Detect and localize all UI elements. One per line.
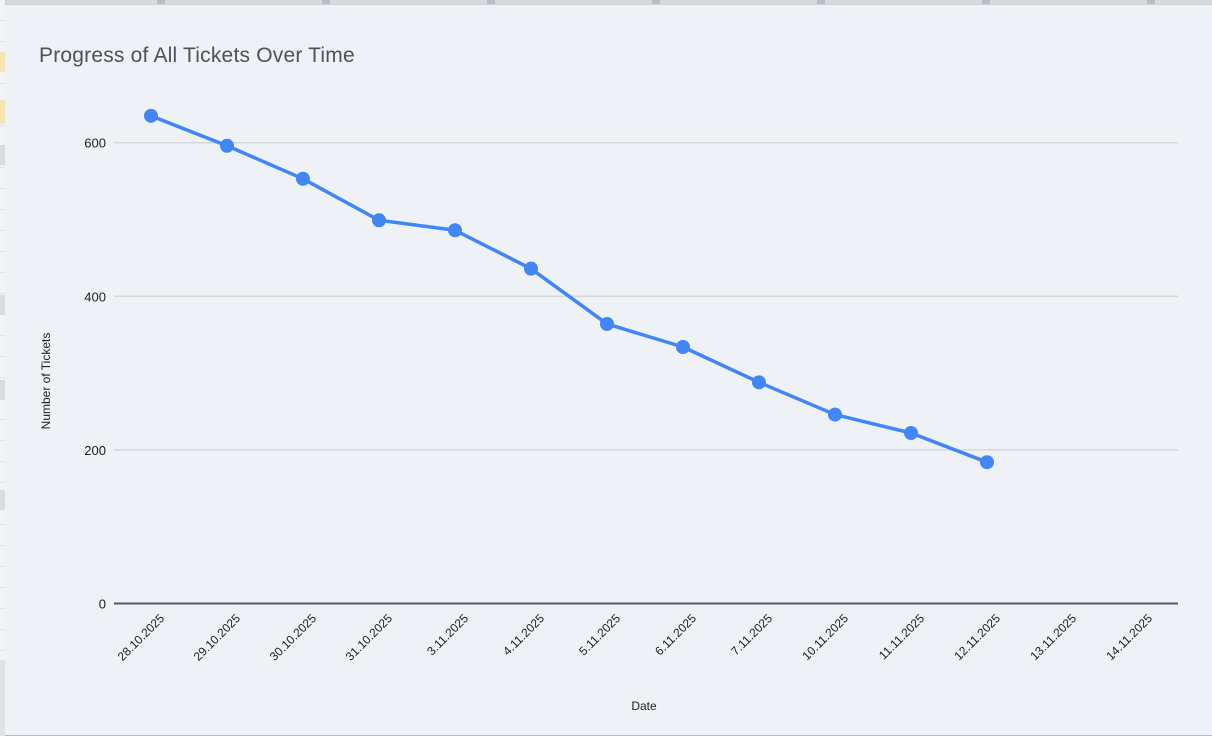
x-tick-label: 13.11.2025 — [1027, 611, 1079, 663]
data-point[interactable] — [676, 339, 690, 354]
x-tick-label: 28.10.2025 — [115, 611, 168, 664]
sheet-cell — [0, 145, 5, 165]
x-tick-label: 3.11.2025 — [424, 611, 471, 658]
x-tick-label: 31.10.2025 — [343, 611, 396, 664]
x-tick-label: 30.10.2025 — [267, 611, 320, 664]
x-tick-label: 5.11.2025 — [576, 611, 623, 658]
data-point[interactable] — [600, 316, 614, 331]
y-tick-label: 0 — [99, 597, 106, 612]
x-tick-label: 29.10.2025 — [191, 611, 244, 664]
sheet-cell — [0, 295, 5, 315]
x-tick-label: 12.11.2025 — [951, 611, 1003, 663]
x-tick-label: 11.11.2025 — [876, 611, 927, 662]
sheet-cell-highlight — [0, 100, 5, 124]
data-point[interactable] — [980, 455, 994, 470]
y-axis-title: Number of Tickets — [39, 332, 53, 430]
chart-title: Progress of All Tickets Over Time — [39, 44, 355, 67]
sheet-footer-edge — [0, 660, 5, 736]
x-axis-title: Date — [631, 699, 657, 713]
spreadsheet-top-edge — [0, 0, 1212, 4]
x-tick-label: 7.11.2025 — [728, 611, 775, 658]
chart-panel: Progress of All Tickets Over Time 0 200 40… — [5, 4, 1212, 736]
y-tick-label: 200 — [84, 443, 106, 458]
x-tick-label: 14.11.2025 — [1103, 611, 1155, 663]
data-point[interactable] — [752, 375, 766, 390]
sheet-cell — [0, 380, 5, 400]
data-point[interactable] — [524, 261, 538, 276]
y-tick-label: 400 — [84, 289, 106, 304]
x-tick-label: 6.11.2025 — [652, 611, 699, 658]
sheet-cell-highlight — [0, 52, 5, 72]
sheet-cell — [0, 490, 5, 510]
data-point[interactable] — [372, 213, 386, 228]
data-point[interactable] — [144, 108, 158, 123]
y-tick-label: 600 — [84, 136, 106, 151]
series-line — [149, 114, 989, 464]
line-chart: 0 200 400 600 28.10.2025 29.10.2025 30.10.2025… — [84, 108, 1178, 664]
data-point[interactable] — [448, 223, 462, 238]
data-point[interactable] — [828, 407, 842, 422]
data-point[interactable] — [904, 426, 918, 441]
data-point[interactable] — [220, 138, 234, 153]
x-tick-label: 10.11.2025 — [799, 611, 851, 663]
x-tick-label: 4.11.2025 — [500, 611, 547, 658]
data-point[interactable] — [296, 171, 310, 186]
